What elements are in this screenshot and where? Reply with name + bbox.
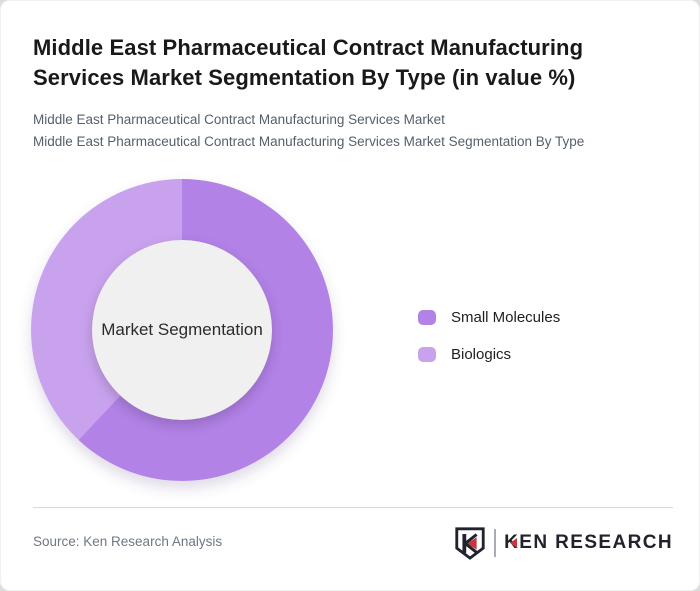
source-text: Source: Ken Research Analysis [33,534,223,549]
donut-hole: Market Segmentation [92,240,272,420]
subtitle-line1: Middle East Pharmaceutical Contract Manu… [33,112,445,127]
donut-center-label: Market Segmentation [101,320,263,339]
legend-item-biologics[interactable]: Biologics [418,339,560,369]
logo-k-wedge-icon [510,538,518,548]
donut-chart: Market Segmentation [31,179,333,481]
page-title-line1: Middle East Pharmaceutical Contract Manu… [33,35,584,60]
legend-item-small-molecules[interactable]: Small Molecules [418,302,560,332]
legend-swatch [418,309,436,325]
page-title-line2: Services Market Segmentation By Type (in… [33,65,576,90]
logo-divider [494,529,497,557]
legend-label: Small Molecules [451,308,561,326]
subtitle-line2: Middle East Pharmaceutical Contract Manu… [33,133,585,149]
ken-research-logo: KEN RESEARCH [453,525,673,561]
footer-divider [33,507,673,508]
legend-swatch [418,346,436,362]
ken-shield-icon [455,527,485,560]
chart-legend: Small Molecules Biologics [418,302,560,376]
subtitle-block: Middle East Pharmaceutical Contract Manu… [33,109,688,152]
page-title: Middle East Pharmaceutical Contract Manu… [33,33,683,93]
legend-label: Biologics [451,345,512,363]
logo-wordmark: KEN RESEARCH [504,532,673,553]
